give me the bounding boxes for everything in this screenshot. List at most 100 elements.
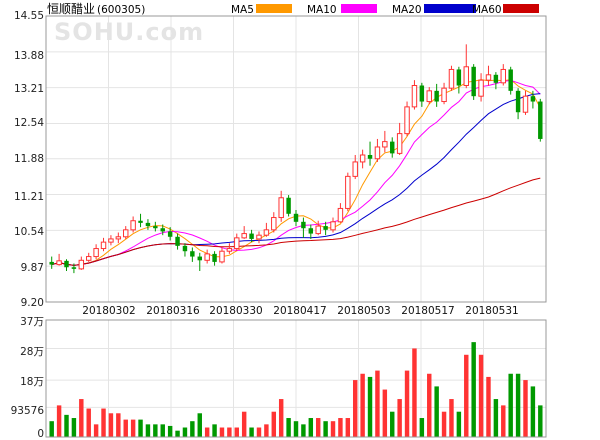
watermark: SOHU.com [54,18,204,46]
candle-body-down [182,245,188,252]
volume-bar [49,421,54,437]
volume-bar [345,418,351,437]
volume-bar [71,418,77,437]
date-tick: 20180531 [465,305,518,317]
candle-body-down [197,256,202,261]
volume-bar [79,399,84,437]
candle-body-up [448,68,455,89]
date-tick: 20180316 [146,305,200,317]
candle-body-up [100,241,107,250]
volume-bar [530,386,536,437]
volume-bar [182,427,188,437]
volume-bar [538,405,543,437]
candle-body-up [522,95,529,113]
candle-body-up [352,161,358,177]
candle-body-up [108,238,114,243]
candle-body-down [390,141,395,154]
candle-body-down [190,251,195,257]
volume-bar [167,425,173,437]
candlesticks [49,44,543,274]
candle-body-down [212,253,217,262]
candle-body-down [71,267,77,269]
volume-bar [323,421,328,437]
volume-bar [404,370,410,437]
candle-body-up [500,68,507,84]
volume-bar [278,399,284,437]
volume-bar [353,380,358,437]
candle-body-down [175,236,180,246]
legend-ma10-swatch [341,4,377,13]
volume-bar [234,427,239,437]
volume-bar [375,370,380,437]
candle-body-up [78,259,85,270]
candle-body-up [411,84,418,108]
candle-body-down [471,66,476,97]
volume-bar [382,389,388,437]
price-tick: 13.88 [14,50,44,62]
candle-body-up [256,234,262,240]
volume-bar [197,413,202,437]
volume-bar [301,424,306,437]
date-tick: 20180417 [273,305,326,317]
volume-bar [515,373,521,437]
candle-body-up [396,133,403,154]
candle-body-up [382,141,388,148]
volume-bar [153,424,158,437]
candle-body-up [337,207,344,223]
candle-body-down [456,69,462,86]
volume-bar [478,354,484,437]
volume-bar [264,424,269,437]
volume-tick: 28万 [20,346,44,358]
volume-tick: 0 [37,428,44,440]
volume-bar [441,411,447,437]
volume-bar [212,424,217,437]
volume-bar [175,430,180,437]
volume-bar [130,419,136,437]
candle-body-up [271,217,277,231]
grid-lines [45,15,546,438]
volume-bar [116,413,121,437]
volume-bar [293,421,299,437]
price-panel-frame [45,15,547,303]
volume-bar [56,405,62,437]
date-axis: 20180302 20180316 20180330 20180417 2018… [82,305,518,317]
volume-bar [501,405,506,437]
volume-tick: 37万 [20,316,44,328]
candle-body-down [419,85,425,102]
volume-tick: 18万 [20,376,44,388]
volume-bar [93,424,99,437]
volume-bar [286,418,291,437]
candle-body-up [330,221,336,231]
candle-body-up [56,260,62,266]
date-tick: 20180503 [337,305,390,317]
volume-bar [427,373,432,437]
volume-bar [493,399,499,437]
candle-body-down [538,101,543,139]
candle-body-up [130,220,136,231]
candle-body-down [508,69,513,91]
candle-body-up [278,197,284,219]
volume-bar [434,386,439,437]
candle-body-down [323,226,328,230]
volume-bar [486,376,491,437]
volume-bar [108,413,114,437]
stock-title: 恒顺醋业 (600305) [47,1,145,16]
candle-body-up [315,225,321,235]
price-tick: 11.88 [14,153,44,165]
candle-body-down [308,228,314,234]
volume-bar [338,418,343,437]
legend-ma20-swatch [424,4,476,13]
volume-bar [249,427,254,437]
volume-bar [523,380,528,437]
candle-body-up [226,248,233,252]
volume-bar [145,424,151,437]
candle-body-up [123,229,129,238]
volume-bar [271,411,277,437]
candle-body-down [301,221,306,229]
price-tick: 10.54 [14,226,44,238]
candle-body-up [359,154,366,163]
volume-bar [419,418,425,437]
candle-body-down [293,213,299,222]
